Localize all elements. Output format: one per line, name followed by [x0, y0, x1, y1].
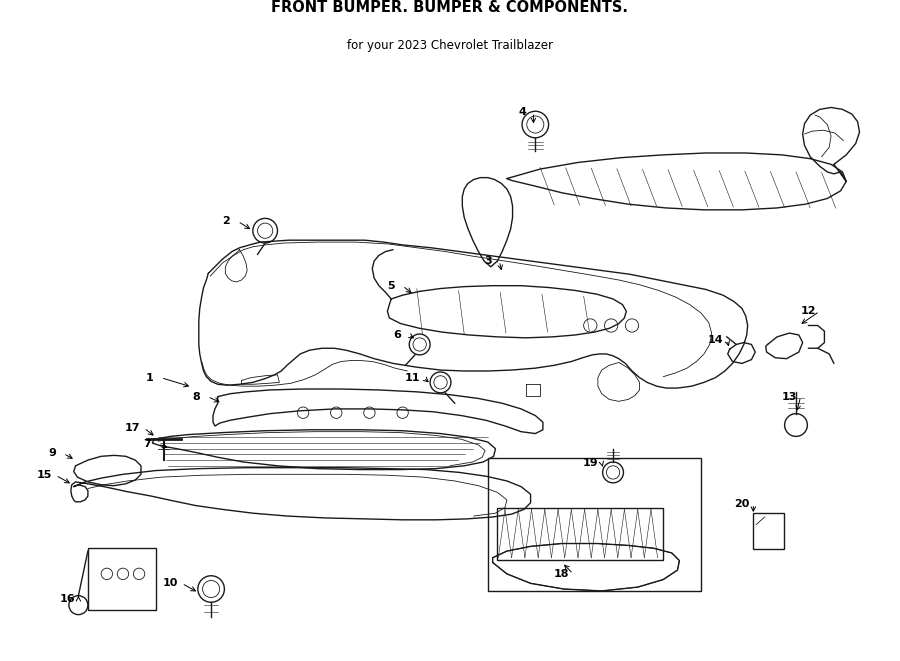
Bar: [88, 548, 156, 610]
Text: 8: 8: [192, 391, 200, 402]
Text: 5: 5: [387, 281, 395, 291]
Bar: [498, 508, 663, 560]
Text: 18: 18: [554, 569, 570, 579]
Text: FRONT BUMPER. BUMPER & COMPONENTS.: FRONT BUMPER. BUMPER & COMPONENTS.: [272, 0, 628, 15]
Text: for your 2023 Chevrolet Trailblazer: for your 2023 Chevrolet Trailblazer: [347, 39, 553, 52]
Text: 10: 10: [163, 578, 178, 588]
Text: 15: 15: [37, 470, 52, 481]
Text: 9: 9: [48, 448, 56, 459]
Text: 20: 20: [734, 498, 750, 509]
Text: 11: 11: [404, 373, 419, 383]
Text: 13: 13: [782, 391, 797, 402]
Text: 19: 19: [582, 458, 599, 468]
Text: 6: 6: [393, 330, 400, 340]
Text: 2: 2: [222, 216, 230, 226]
Text: 7: 7: [143, 439, 150, 449]
Text: 3: 3: [484, 256, 491, 266]
Bar: [488, 458, 701, 591]
Text: 14: 14: [707, 334, 724, 345]
Text: 12: 12: [801, 306, 816, 316]
Text: 4: 4: [518, 107, 526, 117]
Text: 16: 16: [59, 594, 75, 603]
Text: 1: 1: [146, 373, 153, 383]
Text: 17: 17: [125, 423, 140, 433]
Bar: [753, 513, 784, 549]
